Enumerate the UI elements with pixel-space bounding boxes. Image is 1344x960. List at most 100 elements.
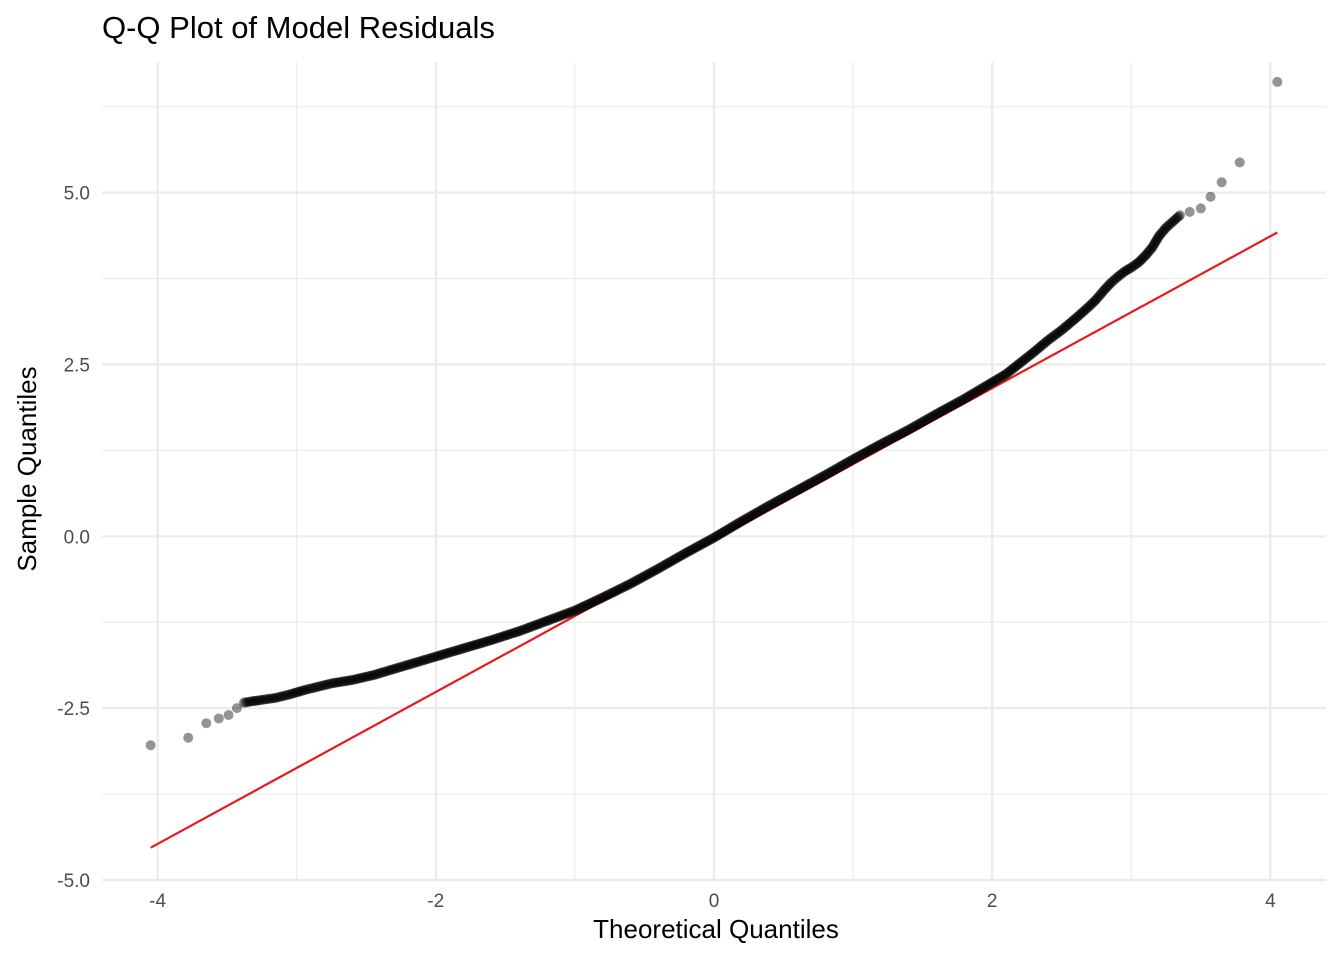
data-point	[531, 619, 542, 630]
data-point	[577, 602, 588, 613]
data-point	[374, 668, 385, 679]
data-point	[840, 458, 851, 469]
data-point	[535, 618, 546, 629]
data-point	[780, 491, 791, 502]
data-point	[912, 419, 923, 430]
data-point	[744, 512, 755, 523]
data-point	[508, 628, 519, 639]
data-point	[586, 597, 597, 608]
data-point	[597, 592, 608, 603]
data-point	[238, 697, 249, 708]
data-point	[361, 671, 372, 682]
data-point	[940, 404, 951, 415]
data-point	[736, 516, 747, 527]
data-point	[481, 636, 492, 647]
data-point	[755, 505, 766, 516]
data-point	[440, 648, 451, 659]
data-point	[605, 588, 616, 599]
data-point	[1106, 277, 1117, 288]
reference-line	[150, 231, 1278, 849]
data-point	[855, 450, 866, 461]
data-point	[447, 646, 458, 657]
data-point	[627, 577, 638, 588]
data-point	[867, 443, 878, 454]
data-point	[754, 506, 765, 517]
data-point	[908, 422, 919, 433]
data-point	[556, 610, 566, 621]
data-point	[989, 375, 1000, 386]
data-point	[1018, 355, 1029, 366]
data-point	[946, 400, 957, 411]
data-point	[529, 620, 540, 631]
data-point	[613, 584, 624, 595]
data-point	[458, 643, 469, 654]
data-point	[256, 694, 267, 705]
data-point	[846, 455, 857, 466]
data-point	[954, 396, 965, 407]
data-point	[1122, 265, 1133, 276]
data-point	[1145, 243, 1156, 254]
data-point	[1158, 225, 1169, 236]
data-point	[1143, 246, 1154, 257]
data-point	[1091, 294, 1102, 305]
data-point	[694, 540, 705, 551]
y-tick-label: 2.5	[64, 355, 90, 376]
data-point	[1082, 303, 1093, 314]
y-tick-label: -5.0	[57, 871, 90, 892]
data-point	[872, 440, 883, 451]
data-point	[432, 651, 443, 662]
data-point	[734, 517, 745, 528]
data-point	[591, 595, 602, 606]
data-point	[298, 685, 309, 696]
data-point	[408, 658, 419, 669]
data-point	[603, 589, 614, 600]
data-point	[852, 451, 863, 462]
data-point	[643, 569, 654, 580]
data-point	[1140, 250, 1151, 261]
data-point	[1088, 297, 1099, 308]
data-point	[1134, 256, 1145, 267]
data-point	[735, 517, 746, 528]
data-point	[687, 544, 698, 555]
data-point	[231, 703, 242, 714]
data-point	[1008, 363, 1019, 374]
data-point	[419, 654, 430, 665]
data-point	[307, 683, 318, 694]
data-point	[950, 398, 961, 409]
data-point	[859, 447, 870, 458]
data-point	[695, 539, 706, 550]
data-point	[409, 657, 420, 668]
data-point	[1055, 326, 1066, 337]
data-point	[560, 608, 571, 619]
data-point	[662, 558, 673, 569]
data-point	[1075, 308, 1086, 319]
data-point	[673, 551, 684, 562]
data-point	[802, 479, 813, 490]
data-point	[483, 636, 494, 647]
data-point	[279, 690, 290, 701]
data-point	[272, 692, 283, 703]
data-point	[812, 474, 823, 485]
data-point	[1157, 226, 1168, 237]
data-point	[537, 617, 548, 628]
data-point	[332, 677, 343, 688]
data-point	[463, 641, 474, 652]
data-point	[433, 650, 444, 661]
data-point	[602, 590, 613, 601]
data-point	[384, 665, 395, 676]
data-point	[464, 641, 475, 652]
data-point	[670, 553, 681, 564]
data-point	[640, 570, 651, 581]
data-point	[845, 455, 856, 466]
data-point	[500, 630, 511, 641]
data-point	[466, 641, 477, 652]
data-point	[826, 466, 837, 477]
data-point	[937, 405, 948, 416]
data-point	[492, 633, 503, 644]
data-point	[880, 436, 891, 447]
data-point	[789, 486, 800, 497]
data-point	[277, 691, 288, 702]
data-point	[1135, 255, 1146, 266]
data-point	[1078, 306, 1089, 317]
data-point	[1096, 288, 1107, 299]
